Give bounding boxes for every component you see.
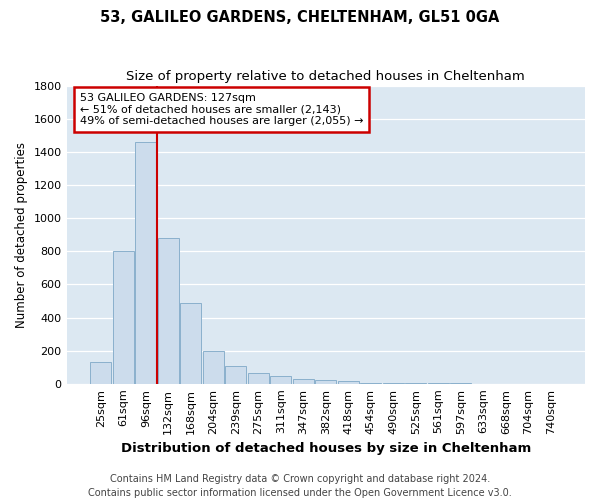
Bar <box>293 379 314 384</box>
Text: 53, GALILEO GARDENS, CHELTENHAM, GL51 0GA: 53, GALILEO GARDENS, CHELTENHAM, GL51 0G… <box>100 10 500 25</box>
Bar <box>180 302 202 384</box>
Bar <box>338 382 359 384</box>
Bar <box>135 142 157 384</box>
Bar <box>270 376 292 384</box>
Bar <box>203 350 224 384</box>
Bar <box>360 383 382 384</box>
Bar <box>158 238 179 384</box>
Bar <box>315 380 337 384</box>
Text: Contains HM Land Registry data © Crown copyright and database right 2024.
Contai: Contains HM Land Registry data © Crown c… <box>88 474 512 498</box>
Y-axis label: Number of detached properties: Number of detached properties <box>15 142 28 328</box>
Bar <box>383 383 404 384</box>
Bar <box>248 373 269 384</box>
Bar <box>113 251 134 384</box>
Bar <box>225 366 247 384</box>
Title: Size of property relative to detached houses in Cheltenham: Size of property relative to detached ho… <box>127 70 525 83</box>
Text: 53 GALILEO GARDENS: 127sqm
← 51% of detached houses are smaller (2,143)
49% of s: 53 GALILEO GARDENS: 127sqm ← 51% of deta… <box>80 93 363 126</box>
Bar <box>90 362 112 384</box>
X-axis label: Distribution of detached houses by size in Cheltenham: Distribution of detached houses by size … <box>121 442 531 455</box>
